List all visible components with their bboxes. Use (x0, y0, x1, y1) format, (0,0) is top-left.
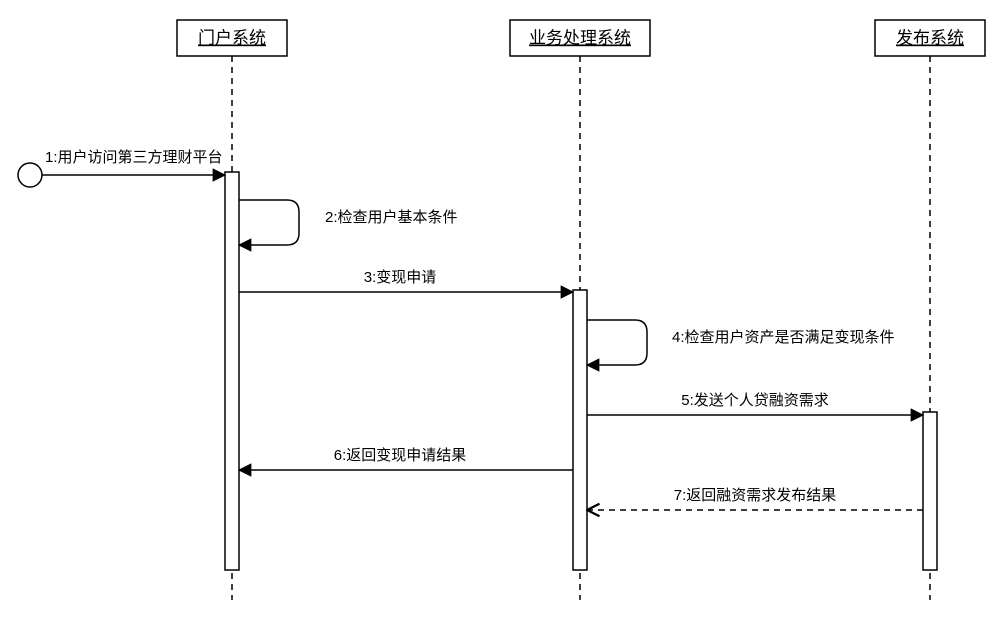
participant-label-publish: 发布系统 (896, 28, 964, 47)
self-loop-business (587, 320, 647, 365)
message-label-m5: 5:发送个人贷融资需求 (681, 392, 829, 409)
message-label-m1: 1:用户访问第三方理财平台 (45, 148, 223, 166)
activation-business (573, 290, 587, 570)
self-loop-label: 4:检查用户资产是否满足变现条件 (672, 329, 895, 346)
activation-publish (923, 412, 937, 570)
participant-label-portal: 门户系统 (198, 28, 266, 47)
self-loop-label: 2:检查用户基本条件 (325, 209, 458, 226)
message-label-m6: 6:返回变现申请结果 (334, 447, 467, 464)
participant-label-business: 业务处理系统 (529, 28, 631, 47)
participants: 门户系统 业务处理系统 发布系统 (177, 20, 985, 56)
self-loops: 2:检查用户基本条件 4:检查用户资产是否满足变现条件 (239, 200, 895, 365)
message-label-m7: 7:返回融资需求发布结果 (674, 487, 837, 504)
sequence-diagram: 门户系统 业务处理系统 发布系统 2:检查用户基本条件 4:检查用户资产是否满足变现条… (0, 0, 1000, 617)
activation-portal (225, 172, 239, 570)
self-loop-portal (239, 200, 299, 245)
message-label-m3: 3:变现申请 (364, 269, 437, 286)
start-gate (18, 163, 42, 187)
start-circle (18, 163, 42, 187)
